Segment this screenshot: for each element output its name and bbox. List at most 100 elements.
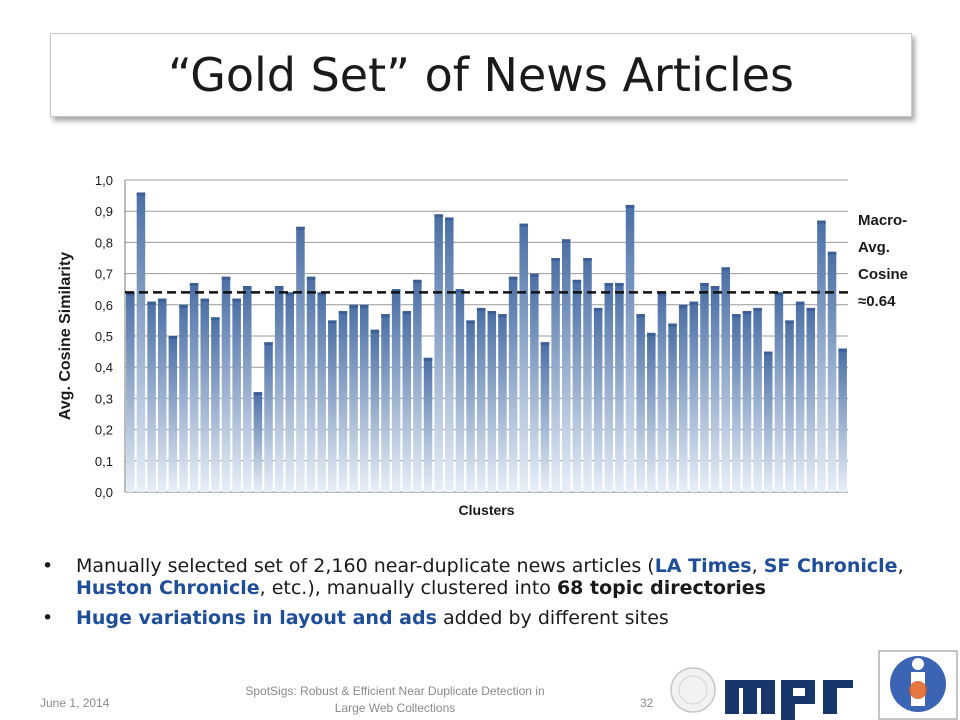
bar-cap: [604, 282, 614, 286]
reference-label-line: Avg.: [858, 239, 890, 256]
bar-cap: [487, 311, 497, 315]
bar: [764, 351, 773, 492]
bar-cap: [455, 289, 465, 293]
bar-cap: [572, 279, 582, 283]
bar: [593, 307, 603, 492]
bar: [508, 276, 518, 492]
bar-cap: [445, 217, 454, 221]
bullet-1-text-a: Manually selected set of 2,160 near-dupl…: [76, 555, 655, 577]
bullet-dot: •: [42, 607, 54, 629]
bar: [742, 311, 752, 492]
reference-label-line: Macro-: [858, 212, 907, 229]
y-tick-label: 0,9: [95, 204, 113, 219]
bullet-2: • Huge variations in layout and ads adde…: [40, 607, 940, 629]
bar-cap: [753, 307, 762, 311]
bar: [710, 286, 720, 492]
bar-cap: [391, 289, 401, 293]
bar-cap: [508, 276, 518, 280]
bar-cap: [466, 320, 475, 324]
bar-cap: [764, 351, 773, 355]
bar-cap: [317, 292, 326, 296]
bar-cap: [168, 336, 178, 339]
reference-label-line: ≈0.64: [858, 293, 896, 310]
bar-cap: [742, 311, 752, 315]
bar-cap: [359, 304, 369, 308]
bar: [774, 292, 784, 492]
bar-cap: [296, 226, 305, 230]
bar-cap: [402, 311, 412, 315]
bar-cap: [157, 298, 167, 302]
bar: [583, 258, 592, 492]
bar: [200, 298, 209, 492]
bar-cap: [126, 292, 135, 296]
bar: [147, 301, 156, 492]
stanford-logo: [878, 650, 958, 720]
bar-cap: [615, 282, 624, 286]
footer-title: SpotSigs: Robust & Efficient Near Duplic…: [245, 684, 545, 715]
bar-cap: [583, 258, 592, 261]
huston-chronicle-label: Huston Chronicle: [76, 577, 260, 599]
bar: [636, 314, 645, 492]
slide-title: “Gold Set” of News Articles: [168, 48, 794, 102]
bar-cap: [200, 298, 209, 302]
bar-cap: [476, 307, 486, 311]
bar-cap: [264, 342, 273, 346]
bar: [274, 286, 284, 492]
bar-cap: [274, 286, 284, 290]
bar-cap: [593, 307, 603, 311]
bar: [136, 192, 146, 493]
bar: [625, 204, 635, 492]
topic-directories-label: 68 topic directories: [556, 577, 766, 599]
y-tick-label: 0,3: [95, 391, 113, 406]
bar-cap: [774, 292, 784, 296]
bar: [168, 336, 178, 492]
bar: [381, 314, 390, 492]
bar: [434, 214, 443, 492]
bar-cap: [732, 314, 741, 318]
layout-variation-label: Huge variations in layout and ads: [76, 607, 437, 629]
y-axis-label: Avg. Cosine Similarity: [57, 252, 74, 420]
bar-cap: [232, 298, 241, 302]
bar: [668, 323, 677, 492]
bar: [296, 226, 305, 493]
footer-date: June 1, 2014: [40, 696, 110, 710]
y-tick-label: 0,5: [95, 329, 113, 344]
bar: [721, 267, 730, 492]
bullet-1: • Manually selected set of 2,160 near-du…: [40, 555, 940, 599]
bullet-dot: •: [42, 555, 54, 577]
bullet-list: • Manually selected set of 2,160 near-du…: [40, 555, 940, 637]
bar: [359, 304, 369, 492]
bar-cap: [785, 320, 794, 324]
bar: [700, 282, 709, 492]
page-number: 32: [640, 696, 654, 710]
y-tick-label: 0,0: [95, 485, 113, 500]
y-tick-label: 0,4: [95, 360, 113, 375]
bar: [540, 342, 550, 492]
bar-cap: [221, 276, 231, 280]
bar-cap: [647, 332, 656, 336]
bar: [689, 301, 699, 492]
bar: [253, 392, 263, 492]
bar: [423, 357, 433, 492]
bar-cap: [434, 214, 443, 218]
y-tick-label: 0,6: [95, 298, 113, 313]
bar-cap: [700, 282, 709, 286]
bar: [211, 317, 220, 492]
bar-cap: [253, 392, 263, 396]
bar: [732, 314, 741, 492]
bar-cap: [498, 314, 507, 318]
bar-cap: [678, 304, 688, 308]
bar-cap: [349, 304, 358, 308]
reference-label-line: Cosine: [858, 266, 908, 283]
bar: [487, 311, 497, 492]
y-tick-label: 0,2: [95, 423, 113, 438]
bar-cap: [551, 258, 560, 261]
bar: [530, 273, 539, 492]
bar: [785, 320, 794, 492]
bar-cap: [795, 301, 805, 305]
bar-cap: [668, 323, 677, 327]
bar-cap: [519, 223, 528, 227]
bar: [189, 282, 199, 492]
bar-cap: [147, 301, 156, 305]
bar: [838, 348, 847, 492]
